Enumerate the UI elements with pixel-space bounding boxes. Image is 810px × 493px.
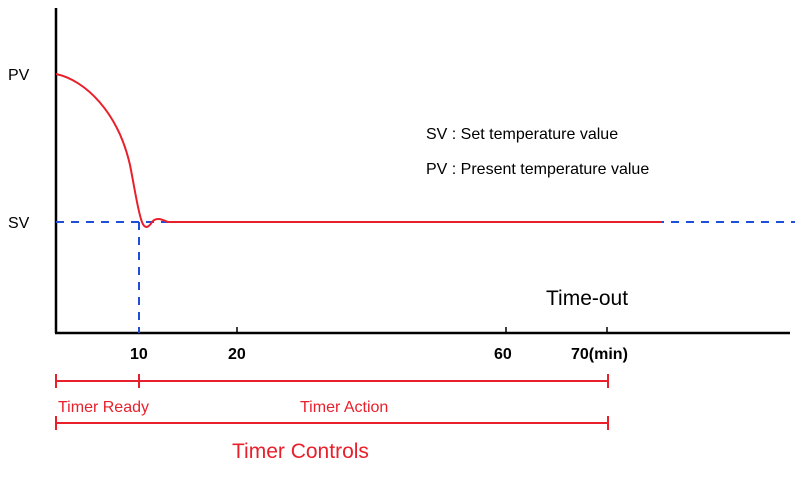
legend-pv: PV : Present temperature value [426, 161, 649, 178]
timer-ready-label: Timer Ready [58, 399, 149, 416]
x-tick-70: 70(min) [571, 346, 628, 363]
x-tick-60: 60 [494, 346, 512, 363]
time-out-label: Time-out [546, 287, 628, 310]
temperature-curve [55, 73, 662, 228]
sv-label: SV [8, 215, 30, 232]
pv-label: PV [8, 67, 30, 84]
x-tick-20: 20 [228, 346, 246, 363]
timer-action-label: Timer Action [300, 399, 388, 416]
legend-sv: SV : Set temperature value [426, 126, 618, 143]
timer-controls-label: Timer Controls [232, 440, 369, 463]
timer-ranges: Timer Ready Timer Action Timer Controls [55, 374, 609, 463]
x-tick-10: 10 [130, 346, 148, 363]
